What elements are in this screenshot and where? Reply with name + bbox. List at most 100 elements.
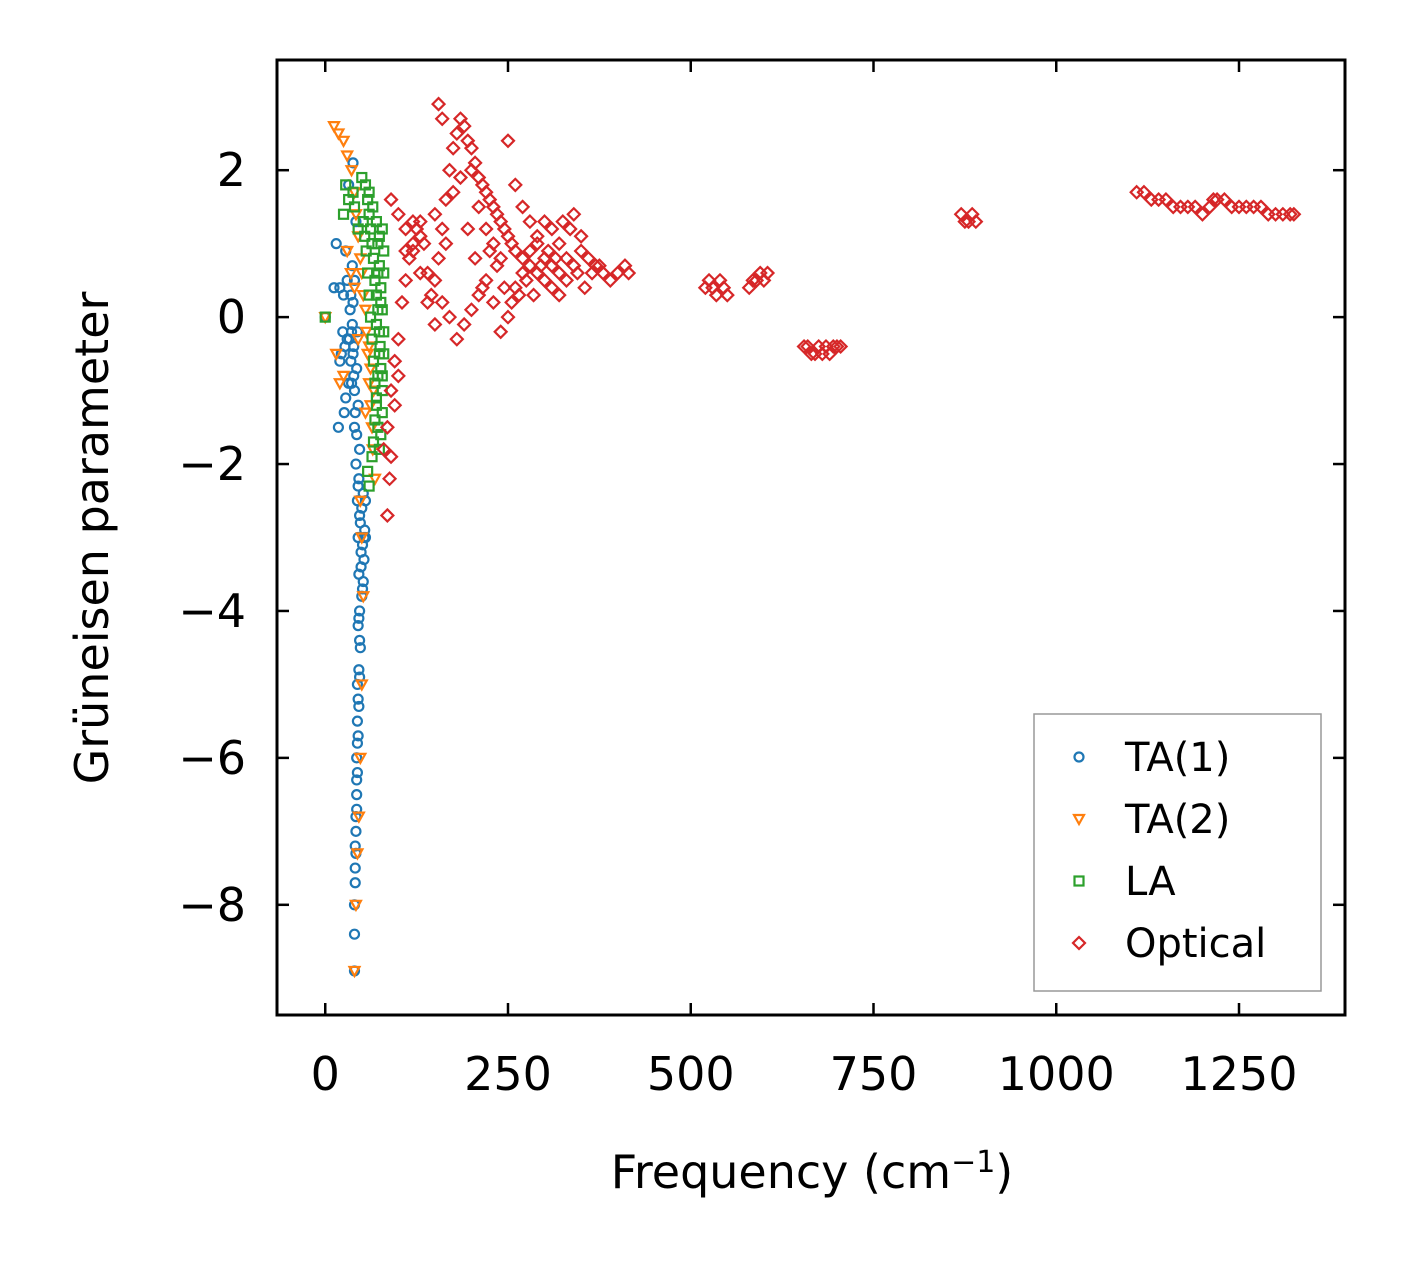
data-point bbox=[334, 355, 346, 367]
plot-points bbox=[318, 96, 1302, 979]
data-point bbox=[362, 267, 374, 279]
data-point bbox=[378, 267, 390, 279]
data-point bbox=[376, 223, 388, 235]
x-axis-label: Frequency (cm−1) bbox=[611, 1145, 1014, 1199]
data-point bbox=[427, 272, 443, 288]
data-point bbox=[566, 206, 582, 222]
data-point bbox=[434, 111, 450, 127]
data-point bbox=[345, 289, 357, 301]
data-point bbox=[347, 282, 362, 295]
data-point bbox=[375, 429, 387, 441]
data-point bbox=[349, 877, 361, 889]
data-point bbox=[348, 201, 361, 213]
data-point bbox=[390, 368, 406, 384]
series-la bbox=[319, 171, 390, 492]
data-point bbox=[359, 524, 371, 536]
x-tick-label: 750 bbox=[830, 1047, 918, 1101]
data-point bbox=[449, 331, 465, 347]
legend-marker bbox=[1073, 875, 1085, 887]
data-point bbox=[331, 128, 346, 141]
data-point bbox=[551, 236, 567, 252]
data-point bbox=[467, 250, 483, 266]
data-point bbox=[580, 250, 596, 266]
data-point bbox=[518, 272, 534, 288]
data-point bbox=[584, 265, 600, 281]
data-point bbox=[351, 326, 364, 338]
data-point bbox=[387, 353, 403, 369]
data-point bbox=[354, 679, 369, 692]
data-point bbox=[363, 363, 378, 376]
data-point bbox=[482, 243, 498, 259]
data-point bbox=[434, 294, 450, 310]
data-point bbox=[367, 252, 380, 264]
data-point bbox=[319, 311, 331, 323]
data-point bbox=[463, 302, 480, 318]
data-point bbox=[354, 671, 366, 683]
data-point bbox=[485, 294, 501, 310]
data-point bbox=[522, 214, 538, 230]
data-point bbox=[412, 265, 428, 281]
data-point bbox=[591, 258, 607, 274]
data-point bbox=[376, 441, 392, 457]
x-tick-label: 250 bbox=[464, 1047, 552, 1101]
data-point bbox=[341, 274, 353, 286]
data-point bbox=[351, 774, 363, 786]
data-point bbox=[547, 250, 564, 266]
data-point bbox=[383, 192, 399, 208]
data-point bbox=[405, 236, 421, 252]
legend-marker bbox=[1071, 935, 1087, 951]
data-point bbox=[336, 370, 351, 384]
data-point bbox=[340, 392, 352, 404]
data-point bbox=[445, 140, 461, 156]
data-point bbox=[347, 965, 362, 979]
data-point bbox=[373, 348, 385, 360]
data-point bbox=[353, 473, 365, 485]
data-point bbox=[347, 157, 359, 169]
data-point bbox=[1205, 192, 1221, 208]
data-point bbox=[456, 316, 472, 333]
data-point bbox=[349, 899, 363, 913]
data-point bbox=[356, 591, 371, 604]
data-point bbox=[551, 287, 567, 303]
data-point bbox=[434, 221, 450, 237]
data-point bbox=[332, 421, 345, 433]
data-point bbox=[354, 509, 366, 522]
data-point bbox=[382, 471, 398, 487]
data-point bbox=[370, 392, 383, 404]
data-point bbox=[529, 236, 545, 252]
data-point bbox=[365, 422, 379, 435]
data-point bbox=[340, 179, 352, 191]
data-point bbox=[346, 318, 358, 331]
data-point bbox=[352, 480, 364, 492]
data-point bbox=[351, 737, 364, 749]
data-point bbox=[1216, 192, 1232, 208]
data-point bbox=[719, 287, 735, 303]
data-point bbox=[511, 287, 527, 303]
data-point bbox=[370, 216, 383, 228]
x-tick-label: 1000 bbox=[998, 1047, 1115, 1101]
data-point bbox=[533, 258, 549, 274]
data-point bbox=[957, 214, 973, 230]
data-point bbox=[383, 383, 399, 399]
data-point bbox=[394, 294, 410, 310]
data-point bbox=[471, 199, 487, 215]
data-point bbox=[621, 265, 637, 281]
data-point bbox=[504, 294, 520, 310]
data-point bbox=[350, 458, 362, 470]
data-point bbox=[340, 245, 355, 259]
data-point bbox=[336, 135, 351, 149]
data-point bbox=[507, 243, 523, 259]
data-point bbox=[522, 258, 538, 274]
data-point bbox=[353, 700, 365, 713]
data-point bbox=[438, 192, 454, 208]
y-tick-label: 2 bbox=[217, 143, 246, 197]
data-point bbox=[330, 238, 342, 250]
data-point bbox=[349, 840, 361, 852]
data-point bbox=[351, 789, 363, 801]
data-point bbox=[405, 214, 421, 230]
data-point bbox=[558, 272, 575, 288]
data-point bbox=[460, 221, 476, 237]
data-point bbox=[526, 287, 542, 303]
data-point bbox=[370, 318, 383, 331]
data-point bbox=[338, 407, 350, 419]
